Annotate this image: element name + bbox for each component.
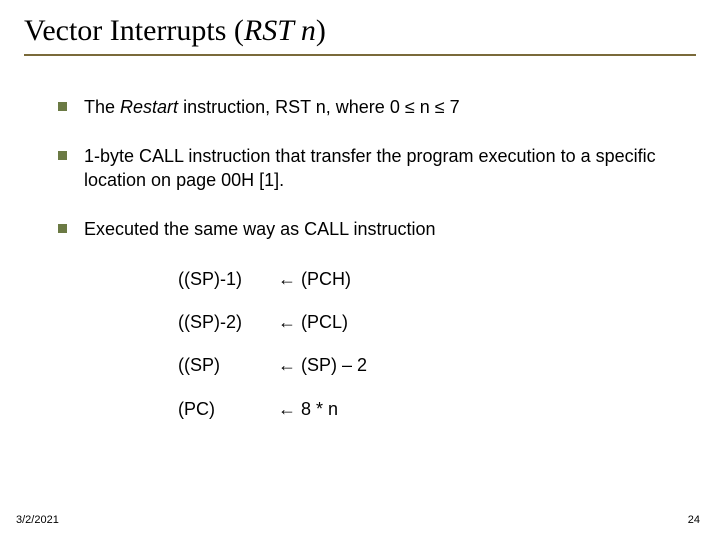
op-lhs: ((SP) bbox=[178, 354, 273, 377]
bullet-item: 1-byte CALL instruction that transfer th… bbox=[58, 145, 680, 192]
op-lhs: ((SP)-2) bbox=[178, 311, 273, 334]
title-rstn: RST n bbox=[244, 14, 316, 47]
bullet-text-post: instruction, RST n, where 0 ≤ n ≤ 7 bbox=[178, 97, 460, 117]
title-prefix: Vector Interrupts ( bbox=[24, 14, 244, 47]
op-row: ((SP) ← (SP) – 2 bbox=[178, 354, 680, 377]
op-lhs: ((SP)-1) bbox=[178, 268, 273, 291]
op-arrow-icon: ← bbox=[278, 355, 296, 375]
footer-date: 3/2/2021 bbox=[16, 514, 59, 526]
op-rhs: (PCH) bbox=[301, 269, 351, 289]
op-arrow-icon: ← bbox=[278, 399, 296, 419]
slide-title: Vector Interrupts (RST n) bbox=[24, 14, 696, 48]
operations-block: ((SP)-1) ← (PCH) ((SP)-2) ← (PCL) ((SP) … bbox=[178, 268, 680, 422]
op-rhs: 8 * n bbox=[301, 399, 338, 419]
footer-page-number: 24 bbox=[688, 514, 700, 526]
op-rhs: (SP) – 2 bbox=[301, 355, 367, 375]
op-row: ((SP)-2) ← (PCL) bbox=[178, 311, 680, 334]
op-arrow-icon: ← bbox=[278, 269, 296, 289]
slide: Vector Interrupts (RST n) The Restart in… bbox=[0, 0, 720, 540]
title-wrap: Vector Interrupts (RST n) bbox=[0, 0, 720, 48]
bullet-item: The Restart instruction, RST n, where 0 … bbox=[58, 96, 680, 119]
bullet-text-pre: The bbox=[84, 97, 120, 117]
op-rhs: (PCL) bbox=[301, 312, 348, 332]
op-row: (PC) ← 8 * n bbox=[178, 398, 680, 421]
bullet-text: 1-byte CALL instruction that transfer th… bbox=[84, 146, 656, 189]
title-suffix: ) bbox=[316, 14, 326, 47]
bullet-list: The Restart instruction, RST n, where 0 … bbox=[58, 96, 680, 242]
op-lhs: (PC) bbox=[178, 398, 273, 421]
bullet-item: Executed the same way as CALL instructio… bbox=[58, 218, 680, 241]
bullet-text: Executed the same way as CALL instructio… bbox=[84, 219, 436, 239]
op-row: ((SP)-1) ← (PCH) bbox=[178, 268, 680, 291]
op-arrow-icon: ← bbox=[278, 312, 296, 332]
slide-body: The Restart instruction, RST n, where 0 … bbox=[0, 56, 720, 421]
bullet-text-italic: Restart bbox=[120, 97, 178, 117]
